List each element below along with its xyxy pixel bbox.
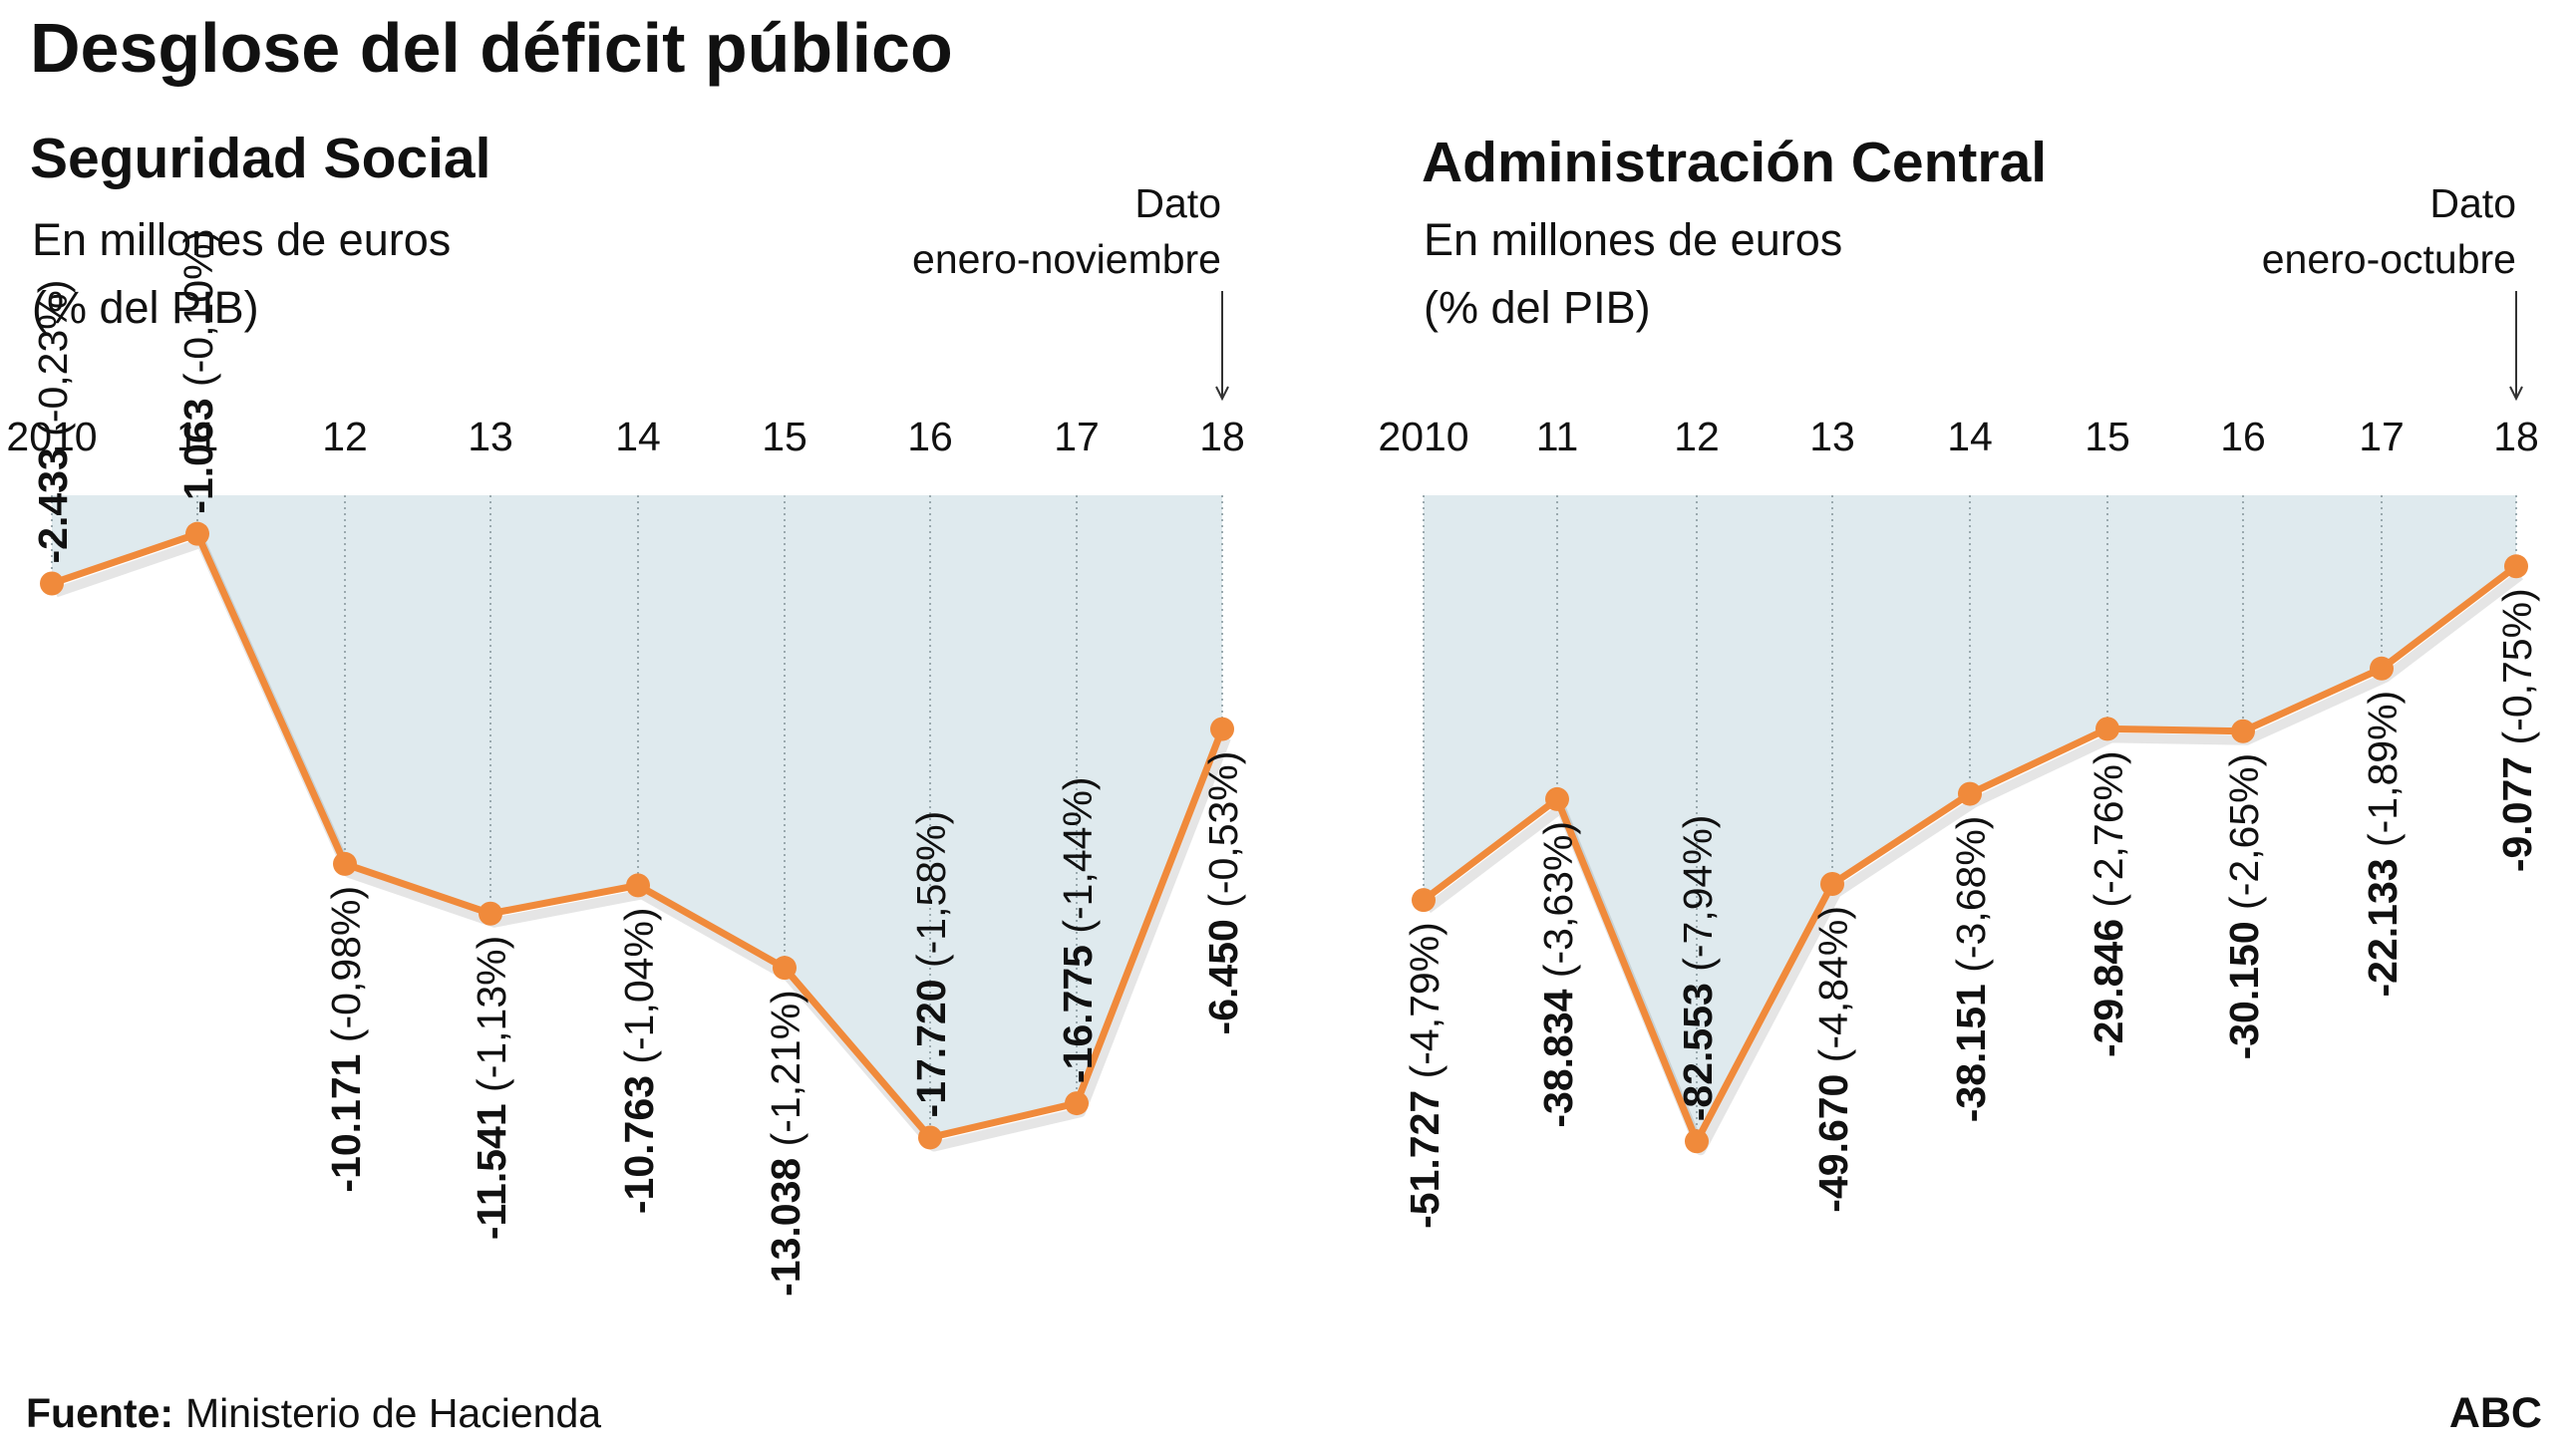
plot-administracion-central: 2010 11 12 13 14 15 16 17 18 -51.727 (-4,79%) -38.… (1378, 291, 2540, 1229)
data-point (1820, 872, 1844, 897)
main-title: Desglose del déficit público (30, 9, 953, 87)
area-fill (52, 495, 1222, 1138)
panel-title-administracion-central: Administración Central (1422, 131, 2047, 194)
data-label: -1.063 (-0,10%) (175, 230, 221, 514)
data-label: -82.553 (-7,94%) (1675, 815, 1721, 1122)
data-label: -49.670 (-4,84%) (1810, 906, 1856, 1213)
year-tick-label: 18 (2493, 414, 2539, 459)
data-label: -10.171 (-0,98%) (323, 886, 369, 1193)
data-label: -30.150 (-2,65%) (2221, 753, 2267, 1060)
data-point (479, 901, 502, 926)
annotation-line2-administracion-central: enero-octubre (2262, 236, 2516, 282)
data-label: -9.077 (-0,75%) (2494, 588, 2540, 872)
year-tick-label: 17 (2359, 414, 2405, 459)
year-tick-label: 17 (1054, 414, 1100, 459)
year-tick-label: 12 (1674, 414, 1720, 459)
panel-subtitle-seguridad-social: En millones de euros (32, 214, 451, 265)
data-label: -22.133 (-1,89%) (2360, 691, 2406, 998)
data-point (1412, 888, 1436, 913)
brand-logo: ABC (2449, 1389, 2542, 1437)
data-point (1958, 781, 1982, 806)
plot-seguridad-social: 2010 11 12 13 14 15 16 17 18 -2.433 (-0,23%) -1.06… (6, 230, 1246, 1297)
data-point (2370, 656, 2394, 681)
data-point (1545, 786, 1569, 811)
data-point (918, 1125, 942, 1150)
data-label: -6.450 (-0,53%) (1200, 751, 1246, 1035)
data-point (1210, 717, 1234, 741)
year-tick-label: 12 (322, 414, 368, 459)
data-label: -51.727 (-4,79%) (1402, 922, 1448, 1229)
data-point (2095, 717, 2119, 741)
data-label: -38.151 (-3,68%) (1948, 816, 1994, 1123)
year-tick-label: 14 (1947, 414, 1993, 459)
data-label: -17.720 (-1,58%) (908, 811, 954, 1118)
annotation-line1-seguridad-social: Dato (1134, 180, 1221, 226)
data-point (333, 851, 357, 876)
data-label: -13.038 (-1,21%) (763, 990, 808, 1297)
year-tick-label: 14 (615, 414, 661, 459)
year-tick-label: 15 (762, 414, 807, 459)
panel-title-seguridad-social: Seguridad Social (30, 127, 490, 190)
annotation-line2-seguridad-social: enero-noviembre (912, 236, 1221, 282)
data-label: -2.433 (-0,23%) (30, 280, 76, 564)
data-point (1685, 1129, 1709, 1154)
year-tick-label: 15 (2085, 414, 2130, 459)
data-point (2231, 719, 2255, 743)
data-label: -11.541 (-1,13%) (469, 936, 514, 1240)
year-tick-label: 11 (176, 414, 219, 459)
annotation-arrowhead (2509, 386, 2523, 402)
data-point (1065, 1091, 1089, 1116)
year-tick-label: 16 (907, 414, 953, 459)
data-point (2504, 554, 2528, 579)
data-point (185, 521, 209, 546)
year-tick-label: 13 (468, 414, 513, 459)
panel-seguridad-social: Seguridad Social En millones de euros (%… (6, 127, 1246, 1297)
data-point (626, 873, 650, 898)
year-tick-label: 2010 (1378, 414, 1468, 459)
panel-subtitle-administracion-central: En millones de euros (1424, 214, 1842, 265)
data-label: -38.834 (-3,63%) (1535, 821, 1581, 1128)
year-tick-label: 2010 (6, 414, 97, 459)
panel-subtitle2-seguridad-social: (% del PIB) (32, 282, 259, 333)
source-label: Fuente: (26, 1390, 173, 1436)
year-tick-label: 16 (2220, 414, 2266, 459)
data-point (773, 956, 797, 981)
data-label: -10.763 (-1,04%) (616, 907, 662, 1214)
annotation-arrowhead (1215, 386, 1229, 402)
panel-administracion-central: Administración Central En millones de eu… (1378, 131, 2540, 1229)
data-label: -16.775 (-1,44%) (1055, 776, 1101, 1083)
year-tick-label: 18 (1199, 414, 1245, 459)
data-label: -29.846 (-2,76%) (2086, 750, 2131, 1057)
panel-subtitle2-administracion-central: (% del PIB) (1424, 282, 1651, 333)
annotation-line1-administracion-central: Dato (2429, 180, 2516, 226)
year-tick-label: 11 (1536, 414, 1579, 459)
source-text: Ministerio de Hacienda (185, 1390, 601, 1436)
data-point (40, 571, 64, 596)
year-tick-label: 13 (1809, 414, 1855, 459)
